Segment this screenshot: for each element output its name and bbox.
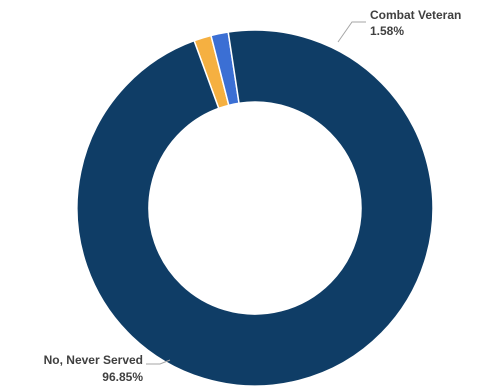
leader-line-never-served: [146, 359, 171, 365]
donut-slices: [76, 29, 434, 387]
leader-line-combat-veteran: [337, 21, 366, 43]
slice-value-combat-veteran: 1.58%: [370, 24, 404, 38]
slice-label-combat-veteran: Combat Veteran: [370, 8, 461, 22]
slice-label-never-served: No, Never Served: [44, 353, 143, 367]
slice-value-never-served: 96.85%: [102, 370, 143, 384]
donut-slice-3: [76, 29, 434, 387]
